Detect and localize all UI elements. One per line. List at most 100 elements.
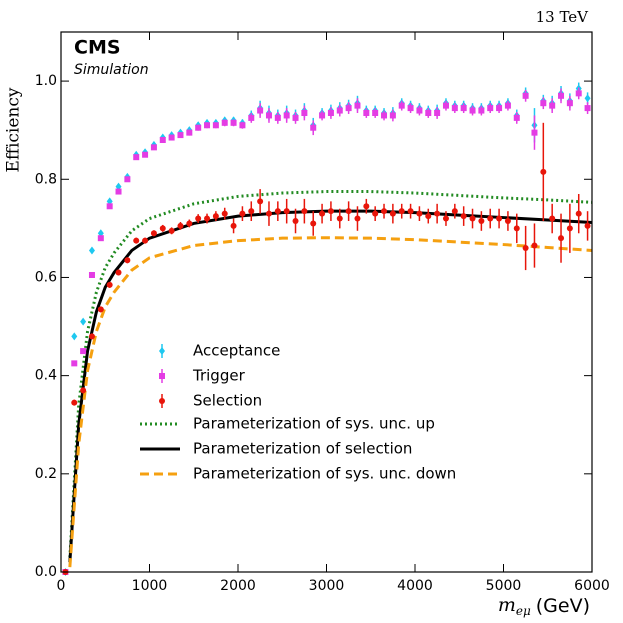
selection-point [283,208,290,215]
trigger-point [442,102,449,109]
fit-line [68,236,593,568]
trigger-point [88,272,95,278]
trigger-point [177,132,184,139]
selection-point [97,306,104,313]
legend-label: Selection [193,392,262,410]
selection-point [142,237,149,244]
acceptance-point [71,332,78,341]
selection-point [186,220,193,227]
y-tick-label: 0.8 [35,171,57,187]
trigger-point [204,122,211,129]
trigger-point [425,110,432,116]
energy-label: 13 TeV [536,8,590,26]
trigger-point [460,105,467,112]
selection-point [389,210,396,217]
trigger-point [381,112,388,119]
trigger-point [398,102,405,109]
subtitle: Simulation [74,62,149,78]
selection-point [133,237,140,244]
selection-point [354,215,361,222]
legend-marker [159,373,165,379]
selection-point [310,220,317,227]
selection-point [451,208,458,215]
trigger-point [416,107,423,114]
selection-point [398,208,405,215]
trigger-point [257,107,264,114]
selection-point [88,333,95,340]
x-tick-label: 5000 [486,578,522,594]
selection-point [292,218,299,224]
selection-point [221,210,228,217]
y-tick-label: 0.0 [35,564,57,580]
trigger-point [239,122,246,129]
trigger-point [195,124,202,131]
x-tick-label: 3000 [309,578,345,594]
selection-point [150,230,157,237]
trigger-point [434,110,441,116]
trigger-point [327,110,334,116]
selection-point [425,213,432,220]
selection-point [504,218,511,224]
x-label-subscript: eμ [516,604,531,618]
selection-point [460,213,467,220]
trigger-point [168,134,175,141]
selection-point [248,208,255,215]
acceptance-point [88,246,95,255]
selection-point [487,215,494,222]
trigger-point [372,110,379,116]
trigger-point [451,105,458,112]
selection-point [363,203,370,210]
trigger-point [212,122,219,129]
trigger-point [549,102,556,109]
selection-point [124,257,131,264]
y-tick-label: 0.4 [35,368,57,384]
trigger-point [142,151,149,158]
trigger-point [115,188,122,195]
x-label-unit: (GeV) [536,595,590,617]
acceptance-point [584,94,591,103]
y-tick-label: 0.2 [35,466,57,482]
selection-point [575,210,582,217]
selection-point [204,215,211,222]
trigger-point [133,154,140,161]
trigger-point [230,119,237,126]
fit-line [68,209,593,563]
selection-point [265,210,272,217]
selection-point [522,245,529,251]
trigger-point [159,137,166,143]
legend-marker [159,398,165,404]
selection-point [168,227,175,234]
trigger-point [301,110,308,116]
x-tick-label: 6000 [574,578,610,594]
selection-point [558,235,565,242]
trigger-point [522,92,529,99]
legend-label: Trigger [192,367,246,385]
selection-point [301,208,308,215]
selection-point [434,210,441,217]
selection-point [257,198,264,205]
y-axis-label: Efficiency [4,87,24,172]
trigger-point [97,235,104,242]
selection-point [106,281,113,288]
legend-label: Parameterization of sys. unc. up [193,415,435,433]
fit-line [68,190,593,558]
trigger-point [319,112,326,119]
trigger-point [558,92,565,99]
selection-point [345,208,352,215]
selection-point [469,215,476,222]
selection-point [319,210,326,217]
trigger-point [186,129,193,136]
selection-point [381,208,388,215]
selection-point [239,210,246,217]
trigger-point [80,348,87,355]
selection-point [566,225,573,232]
x-label-symbol: m [498,594,516,616]
trigger-point [504,102,511,109]
selection-point [159,225,166,232]
selection-point [115,269,122,276]
selection-point [478,218,485,224]
trigger-point [575,90,582,97]
trigger-point [124,176,131,183]
